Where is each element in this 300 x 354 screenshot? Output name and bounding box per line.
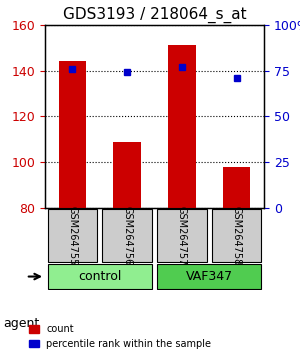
Text: agent: agent: [3, 318, 39, 330]
Text: GSM264757: GSM264757: [177, 206, 187, 265]
FancyBboxPatch shape: [212, 209, 261, 262]
Text: control: control: [78, 270, 122, 283]
Bar: [59, 61, 86, 208]
Text: GSM264756: GSM264756: [122, 206, 132, 265]
Bar: [113, 142, 141, 208]
Title: GDS3193 / 218064_s_at: GDS3193 / 218064_s_at: [63, 7, 246, 23]
Legend: count, percentile rank within the sample: count, percentile rank within the sample: [29, 324, 212, 349]
Bar: [168, 45, 196, 208]
FancyBboxPatch shape: [48, 209, 97, 262]
FancyBboxPatch shape: [157, 264, 261, 289]
Text: VAF347: VAF347: [186, 270, 233, 283]
Bar: [223, 167, 250, 208]
FancyBboxPatch shape: [157, 209, 206, 262]
FancyBboxPatch shape: [103, 209, 152, 262]
FancyBboxPatch shape: [48, 264, 152, 289]
Text: GSM264755: GSM264755: [68, 206, 77, 265]
Text: GSM264758: GSM264758: [232, 206, 242, 265]
